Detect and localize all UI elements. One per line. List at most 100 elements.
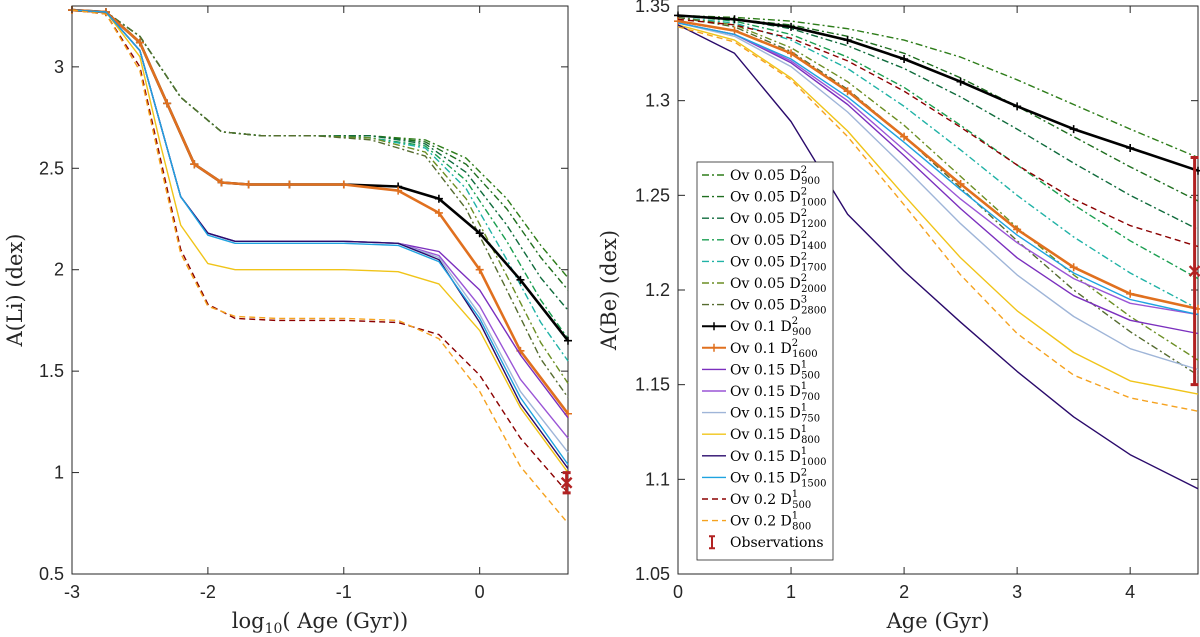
li-series-marker: [564, 336, 572, 345]
be-xtick-label: 4: [1125, 582, 1135, 602]
legend-item: Ov 0.1 D2 1600: [702, 338, 818, 360]
legend-item: Ov 0.15 D1 750: [702, 403, 820, 425]
legend-item: Ov 0.05 D2 1700: [702, 251, 827, 273]
be-observation-marker: [1188, 265, 1200, 277]
li-series-marker: [285, 180, 294, 189]
li-x-axis: -3 -2 -1 0: [64, 6, 485, 602]
legend-item: Ov 0.05 D2 900: [702, 165, 820, 187]
li-series-marker: [434, 194, 443, 203]
li-x-axis-label: log10( Age (Gyr)): [232, 609, 408, 637]
be-series-marker: [730, 26, 739, 35]
li-plot-area: [71, 5, 569, 575]
legend-label: Ov 0.05 D3 2800: [730, 295, 827, 317]
li-ytick-label: 3: [54, 57, 64, 77]
li-y-axis-label: A(Li) (dex): [3, 234, 27, 348]
li-ytick-label: 2: [54, 260, 64, 280]
be-series-marker: [1013, 225, 1022, 234]
be-x-axis: 0 1 2 3 4: [673, 6, 1135, 602]
li-series-line: [71, 9, 569, 474]
be-series-marker: [1069, 125, 1078, 134]
legend-item: Ov 0.15 D1 500: [702, 359, 820, 381]
legend-label: Ov 0.15 D1 750: [730, 403, 820, 425]
be-series-line: [677, 22, 1199, 316]
li-series-marker: [244, 180, 253, 189]
be-series-line: [677, 22, 1199, 335]
be-series-marker: [1126, 144, 1135, 152]
li-ytick-label: 1.5: [39, 361, 64, 381]
be-series-marker: [956, 77, 965, 86]
be-xtick-label: 2: [899, 582, 909, 602]
legend-label: Ov 0.1 D2 1600: [730, 338, 818, 360]
li-y-axis: 0.5 1 1.5 2 2.5 3: [39, 57, 568, 584]
be-xtick-label: 3: [1012, 582, 1022, 602]
legend-label: Ov 0.15 D2 1500: [730, 467, 827, 489]
legend-item: Ov 0.1 D2 900: [702, 316, 811, 338]
li-series-marker: [516, 275, 525, 284]
li-xtick-label: -3: [64, 582, 80, 602]
be-observation-group: [1188, 155, 1200, 387]
legend-label: Ov 0.1 D2 900: [730, 316, 811, 338]
be-series-marker: [900, 55, 909, 64]
be-series-marker: [843, 87, 852, 96]
li-xtick-label: -2: [200, 582, 216, 602]
be-series-marker: [787, 22, 796, 31]
legend-label: Ov 0.15 D1 700: [730, 381, 820, 403]
li-series-line: [71, 9, 569, 494]
be-ytick-label: 1.25: [635, 185, 670, 205]
li-series-line: [71, 9, 569, 398]
be-series-marker: [787, 49, 796, 58]
legend-item: Ov 0.05 D2 2000: [702, 273, 827, 295]
legend-item: Ov 0.2 D1 800: [702, 511, 811, 533]
be-series-marker: [843, 36, 852, 45]
legend-item: Observations: [709, 535, 824, 551]
legend-item: Ov 0.05 D2 1400: [702, 230, 827, 252]
li-ytick-label: 1: [54, 463, 64, 483]
li-xtick-label: 0: [475, 582, 485, 602]
legend-label: Ov 0.2 D1 500: [730, 489, 811, 511]
li-series-marker: [394, 186, 403, 195]
li-series-marker: [190, 160, 199, 169]
legend-item: Ov 0.05 D2 1000: [702, 187, 827, 209]
legend-marker-symbol: [710, 322, 718, 331]
be-y-axis: 1.05 1.1 1.15 1.2 1.25 1.3 1.35: [635, 0, 1198, 584]
li-series-line: [71, 9, 569, 465]
be-series-line: [677, 16, 1199, 361]
li-xtick-label: -1: [336, 582, 352, 602]
li-ytick-label: 2.5: [39, 158, 64, 178]
legend-item: Ov 0.15 D1 800: [702, 424, 820, 446]
be-series-line: [677, 22, 1199, 316]
be-series-line: [677, 24, 1199, 490]
legend-label: Ov 0.15 D1 1000: [730, 446, 827, 468]
be-series-marker: [730, 15, 739, 24]
legend-label: Observations: [730, 535, 824, 551]
be-series-line: [677, 14, 1199, 159]
legend-label: Ov 0.15 D1 800: [730, 424, 820, 446]
legend-item: Ov 0.05 D2 1200: [702, 208, 827, 230]
be-ytick-label: 1.15: [635, 375, 670, 395]
be-series-line: [677, 24, 1199, 395]
be-ytick-label: 1.2: [645, 280, 670, 300]
be-series-marker: [900, 132, 909, 141]
be-series-line: [677, 26, 1199, 412]
be-ytick-label: 1.3: [645, 91, 670, 111]
be-series-line: [677, 22, 1199, 371]
be-series-line: [677, 14, 1199, 172]
legend-marker-symbol: [710, 343, 718, 352]
be-ytick-label: 1.1: [645, 469, 670, 489]
be-ytick-label: 1.35: [635, 0, 670, 16]
li-xlabel-sub: 10: [265, 621, 283, 637]
li-series-marker: [135, 38, 144, 47]
legend-label: Ov 0.05 D2 1700: [730, 251, 827, 273]
li-panel: -3 -2 -1 0 0.5 1 1.5 2 2.5 3 log10( Age (Gyr)) A…: [3, 5, 573, 637]
li-series-marker: [475, 229, 484, 238]
li-xlabel-post: ( Age (Gyr)): [282, 609, 408, 633]
legend-label: Ov 0.15 D1 500: [730, 359, 820, 381]
li-series-marker: [339, 180, 348, 189]
legend-errorbar-symbol: [709, 535, 715, 550]
be-series-line: [677, 19, 1199, 311]
li-series-group: [68, 6, 572, 524]
legend-item: Ov 0.15 D1 700: [702, 381, 820, 403]
li-series-line: [71, 8, 570, 415]
legend-label: Ov 0.05 D2 900: [730, 165, 820, 187]
